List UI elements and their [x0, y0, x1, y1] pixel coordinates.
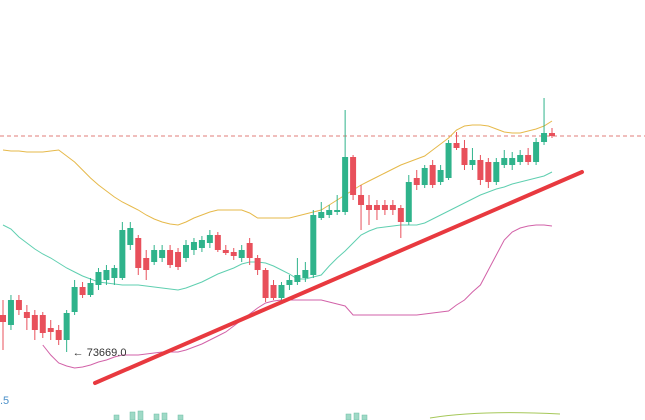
volume-bar: [153, 413, 160, 420]
volume-ma: [429, 412, 561, 419]
candle-body: [15, 300, 22, 310]
candle-body: [0, 315, 6, 322]
candle-body: [151, 250, 158, 262]
candle-body: [198, 240, 205, 248]
volume-label: .5: [0, 395, 9, 407]
candle-body: [485, 162, 492, 182]
candle-body: [39, 315, 46, 333]
candle-body: [135, 238, 142, 268]
candle-body: [493, 162, 500, 182]
candle-body: [159, 250, 166, 258]
candle-body: [71, 287, 78, 312]
volume-bars: [113, 410, 368, 420]
candle-body: [413, 178, 420, 185]
candle-body: [254, 258, 261, 270]
volume-bar: [353, 412, 360, 420]
candle-body: [7, 300, 14, 325]
candle-body: [278, 285, 285, 298]
candle-body: [358, 195, 365, 205]
candle-body: [214, 235, 221, 250]
candle-body: [47, 328, 54, 332]
candle-body: [79, 287, 86, 295]
candle-body: [31, 315, 38, 330]
candle-body: [302, 270, 309, 278]
candle-body: [501, 158, 508, 165]
candle-body: [183, 245, 189, 258]
candle-body: [366, 205, 372, 210]
band-line: [2, 120, 553, 226]
candle-body: [437, 170, 444, 182]
candle-body: [143, 258, 150, 270]
volume-bar: [113, 414, 120, 420]
candle-body: [103, 270, 110, 280]
candle-body: [373, 205, 380, 210]
low-annotation: ← 73669.0: [73, 347, 127, 359]
candle-body: [238, 250, 245, 258]
candle-body: [206, 235, 213, 243]
candle-body: [190, 242, 197, 250]
candle-body: [222, 250, 229, 253]
candle-body: [63, 313, 70, 340]
candle-body: [230, 252, 237, 256]
candle-body: [549, 133, 555, 136]
candle-body: [421, 168, 428, 185]
candle-body: [453, 143, 460, 148]
candle-body: [461, 148, 468, 165]
volume-bar: [177, 414, 184, 420]
candle-body: [23, 312, 30, 318]
candle-body: [310, 215, 317, 275]
candle-body: [95, 272, 102, 285]
candle-body: [509, 158, 516, 165]
candle-body: [262, 270, 269, 298]
band-line: [42, 224, 553, 369]
candle-body: [525, 155, 532, 162]
volume-bar: [137, 410, 144, 420]
volume-bar: [361, 414, 368, 420]
candle-body: [517, 155, 524, 162]
candle-body: [381, 205, 388, 210]
candle-body: [469, 160, 476, 165]
candle-body: [389, 205, 396, 210]
candle-body: [342, 157, 349, 212]
candle-body: [270, 285, 277, 298]
candle-body: [397, 208, 404, 222]
candle-body: [405, 182, 412, 222]
candle-body: [350, 157, 357, 195]
candle-body: [175, 252, 182, 267]
volume-bar: [129, 411, 136, 420]
band-line: [2, 171, 553, 291]
candle-body: [477, 160, 484, 180]
candle-body: [541, 133, 548, 142]
volume-bar: [161, 412, 168, 420]
candle-body: [318, 212, 325, 218]
candle-body: [429, 165, 436, 185]
volume-bar: [345, 413, 352, 420]
candle-body: [294, 275, 301, 282]
candle-body: [326, 210, 333, 215]
candle-body: [55, 330, 62, 340]
candle-body: [127, 228, 134, 245]
candle-body: [246, 243, 253, 258]
candle-body: [286, 280, 293, 285]
candle-body: [533, 142, 540, 162]
trend-line: [93, 170, 584, 385]
candle-body: [87, 283, 94, 295]
candle-body: [445, 143, 452, 178]
candle-body: [334, 210, 341, 212]
candle-body: [111, 268, 118, 278]
candle-body: [119, 230, 126, 278]
candle-body: [167, 250, 174, 265]
